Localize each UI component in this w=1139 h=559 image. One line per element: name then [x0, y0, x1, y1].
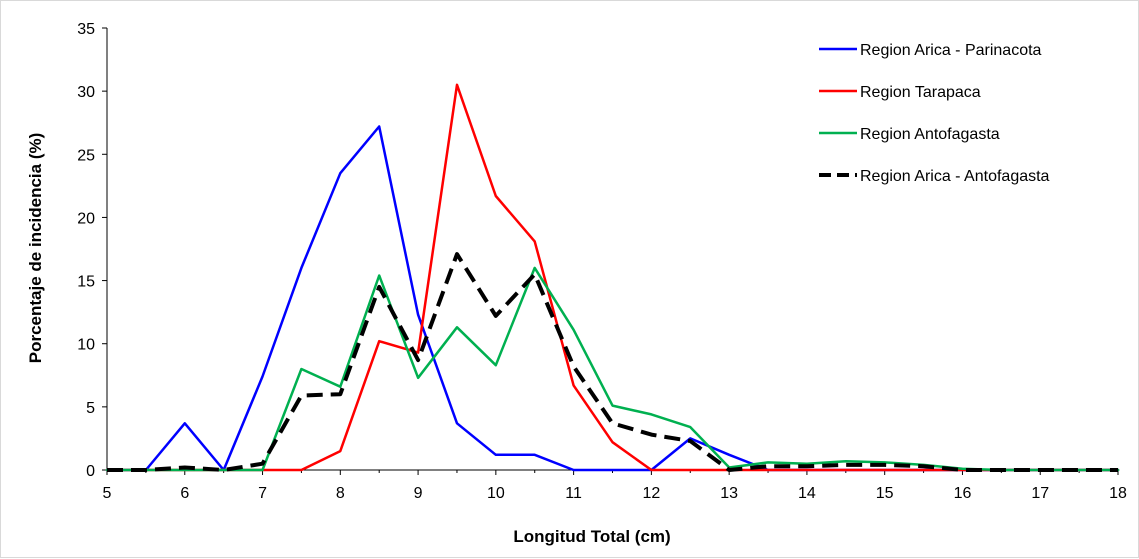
x-tick-label: 15: [876, 485, 894, 502]
x-tick-labels: 5 6 7 8 9 10 11 12 13 14 15 16 17 18: [103, 485, 1127, 502]
x-tick-label: 10: [487, 485, 505, 502]
y-tick-label: 10: [77, 337, 95, 354]
legend-label-2: Region Tarapaca: [860, 84, 981, 101]
series-line-3: [105, 266, 1120, 472]
y-tick-labels: 0 5 10 15 20 25 30 35: [77, 21, 95, 480]
x-tick-label: 5: [103, 485, 112, 502]
y-tick-label: 30: [77, 84, 95, 101]
y-tick-label: 5: [86, 400, 95, 417]
legend: Region Arica - Parinacota Region Tarapaca…: [819, 42, 1050, 185]
y-tick-label: 35: [77, 21, 95, 38]
y-axis-title: Porcentaje de incidencia (%): [26, 133, 45, 364]
x-tick-label: 16: [954, 485, 972, 502]
y-tick-label: 25: [77, 147, 95, 164]
series-line-4: [107, 252, 1118, 472]
x-tick-label: 9: [414, 485, 423, 502]
y-tick-label: 15: [77, 274, 95, 291]
x-tick-label: 11: [565, 485, 582, 502]
x-tick-label: 6: [180, 485, 189, 502]
y-tick-label: 20: [77, 210, 95, 227]
legend-label-3: Region Antofagasta: [860, 126, 1000, 143]
series-layer: [105, 83, 1120, 472]
x-tick-label: 17: [1031, 485, 1049, 502]
legend-label-4: Region Arica - Antofagasta: [860, 168, 1050, 185]
x-tick-label: 18: [1109, 485, 1127, 502]
x-tick-label: 8: [336, 485, 345, 502]
x-tick-label: 13: [720, 485, 738, 502]
x-tick-label: 7: [258, 485, 267, 502]
x-tick-label: 12: [642, 485, 660, 502]
x-axis-title: Longitud Total (cm): [513, 527, 670, 546]
x-tick-label: 14: [798, 485, 816, 502]
y-tick-label: 0: [86, 463, 95, 480]
legend-label-1: Region Arica - Parinacota: [860, 42, 1042, 59]
